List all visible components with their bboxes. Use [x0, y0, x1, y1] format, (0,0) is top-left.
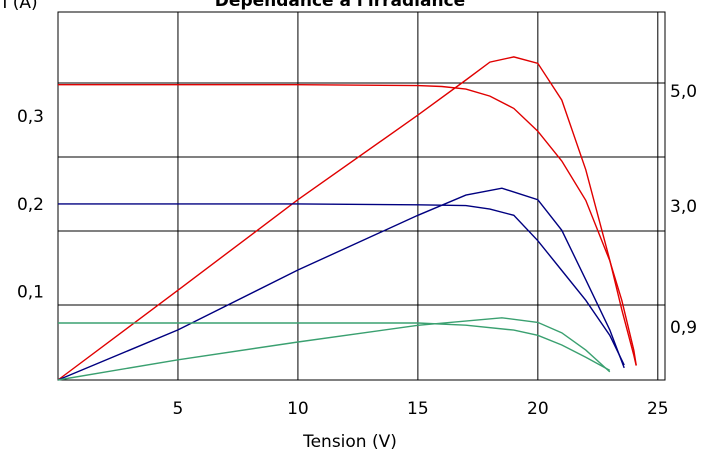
x-tick-label: 20 [527, 399, 549, 419]
curve [58, 84, 637, 366]
y-tick-label: 0,2 [17, 195, 44, 215]
y-tick-label: 0,1 [17, 282, 44, 302]
curve [57, 56, 637, 381]
curve [58, 203, 625, 366]
x-tick-label: 5 [173, 399, 184, 419]
x-tick-label: 25 [647, 399, 669, 419]
y-tick-label: 0,3 [17, 107, 44, 127]
curve [57, 317, 611, 381]
x-axis-label: Tension (V) [302, 432, 397, 452]
curve [57, 187, 625, 381]
y2-tick-label: 0,9 [670, 318, 697, 338]
x-tick-label: 15 [407, 399, 429, 419]
curve [58, 322, 611, 372]
chart-title: Dépendance à l'irradiance [215, 0, 465, 11]
x-tick-label: 10 [287, 399, 309, 419]
plot-frame [57, 11, 666, 381]
y2-tick-label: 3,0 [670, 197, 697, 217]
y2-tick-label: 5,0 [670, 82, 697, 102]
y-axis-label: I (A) [2, 0, 37, 13]
